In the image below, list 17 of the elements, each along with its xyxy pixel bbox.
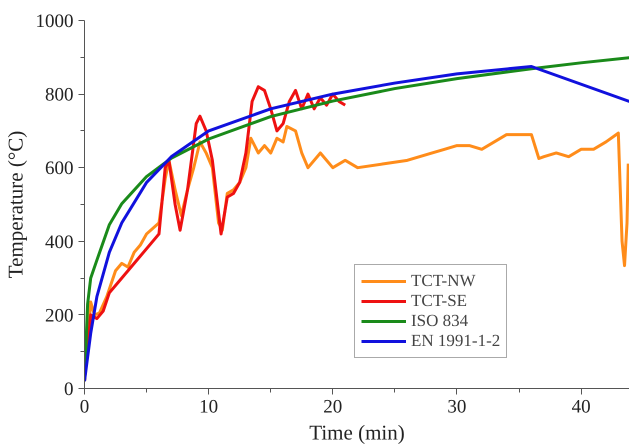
x-tick-label: 30: [447, 396, 466, 418]
legend-label: TCT-SE: [411, 291, 468, 311]
y-axis-title: Temperature (°C): [4, 130, 28, 278]
x-tick-label: 0: [80, 396, 90, 418]
legend-label: ISO 834: [411, 311, 468, 331]
legend-label: TCT-NW: [411, 271, 476, 291]
x-axis-title: Time (min): [309, 420, 405, 444]
x-tick-label: 40: [572, 396, 591, 418]
y-tick-label: 1000: [36, 11, 74, 32]
y-tick-label: 800: [45, 84, 74, 106]
y-tick-label: 400: [45, 232, 74, 253]
x-tick-label: 10: [199, 396, 218, 418]
y-tick-label: 600: [45, 158, 74, 180]
legend-label: EN 1991-1-2: [411, 331, 500, 351]
y-tick-label: 0: [64, 379, 74, 400]
y-tick-label: 200: [45, 305, 74, 326]
x-tick-label: 20: [323, 396, 342, 418]
